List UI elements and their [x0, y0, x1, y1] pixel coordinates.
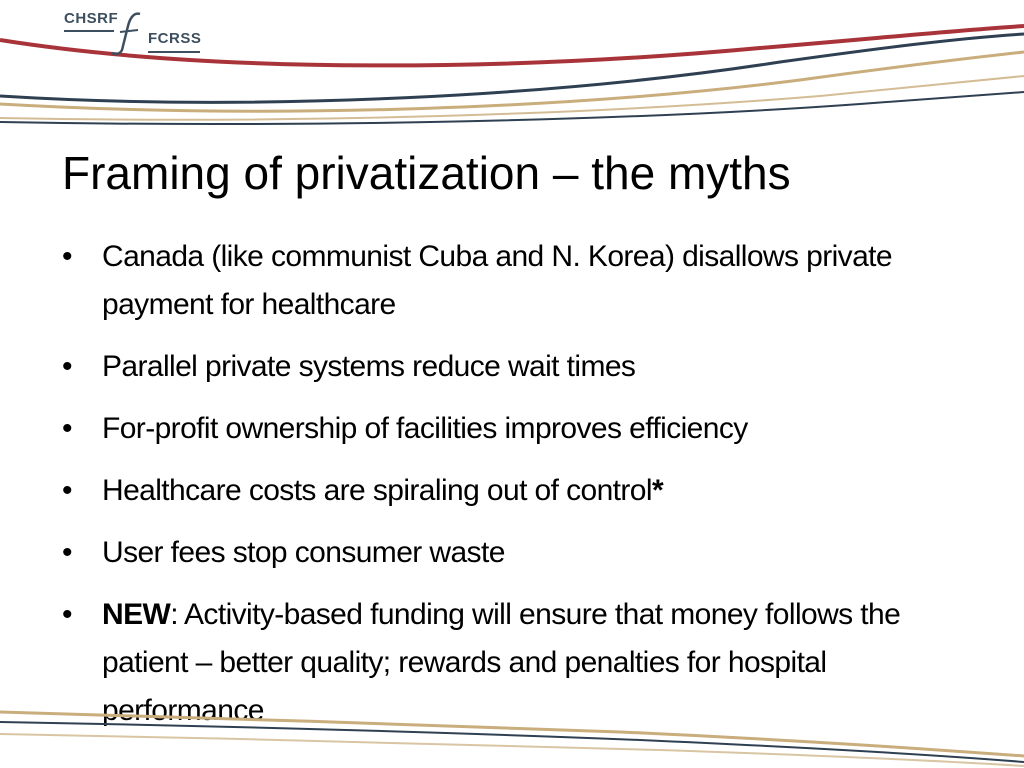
bullet-marker: •: [62, 412, 73, 445]
bullet-marker: •: [62, 536, 73, 569]
bullet-marker: •: [62, 474, 73, 507]
bullet-item: • Parallel private systems reduce wait t…: [62, 343, 962, 391]
footer-swoosh-decoration: [0, 710, 1024, 767]
bullet-list: • Canada (like communist Cuba and N. Kor…: [62, 233, 962, 749]
bullet-text: Parallel private systems reduce wait tim…: [102, 350, 636, 383]
slide-title: Framing of privatization – the myths: [62, 147, 791, 199]
chsrf-fcrss-logo: CHSRF FCRSS: [62, 8, 212, 56]
bullet-item: • Canada (like communist Cuba and N. Kor…: [62, 233, 962, 329]
bullet-text: Canada (like communist Cuba and N. Korea…: [102, 240, 893, 321]
header-swoosh-decoration: [0, 24, 1024, 125]
footnote-asterisk: *: [651, 474, 664, 507]
bullet-item: • NEW: Activity-based funding will ensur…: [62, 591, 962, 735]
bullet-text: For-profit ownership of facilities impro…: [102, 412, 748, 445]
bullet-text: : Activity-based funding will ensure tha…: [102, 598, 901, 727]
logo-script-f-icon: [111, 12, 141, 56]
bullet-item: • For-profit ownership of facilities imp…: [62, 405, 962, 453]
logo-text-right: FCRSS: [148, 30, 202, 47]
bullet-item: • User fees stop consumer waste: [62, 529, 962, 577]
logo-text-left: CHSRF: [64, 10, 119, 27]
bullet-marker: •: [62, 350, 73, 383]
bullet-marker: •: [62, 240, 73, 273]
bullet-marker: •: [62, 598, 73, 631]
bullet-text: Healthcare costs are spiraling out of co…: [102, 474, 653, 507]
logo-rule-left: [64, 30, 114, 32]
bullet-text: User fees stop consumer waste: [102, 536, 505, 569]
logo-rule-right: [148, 51, 200, 53]
bullet-item: • Healthcare costs are spiraling out of …: [62, 467, 962, 515]
new-label: NEW: [102, 598, 171, 631]
